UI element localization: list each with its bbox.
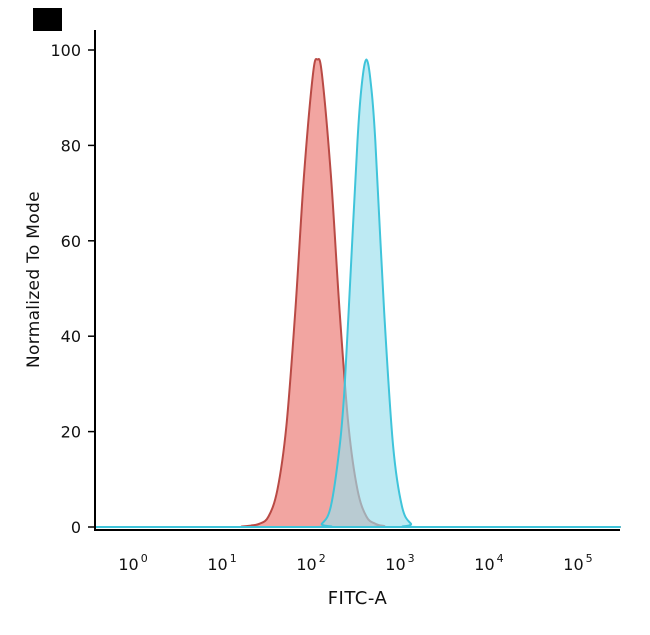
x-tick-label: 10 3	[385, 552, 414, 574]
y-tick-label: 20	[61, 423, 81, 442]
x-tick-label: 10 5	[563, 552, 592, 574]
x-tick-label: 10 0	[118, 552, 147, 574]
y-tick-label: 60	[61, 232, 81, 251]
y-tick-label: 80	[61, 136, 81, 155]
series-area-1	[94, 58, 621, 529]
x-tick-label: 10 2	[296, 552, 325, 574]
y-tick-label: 100	[50, 41, 81, 60]
y-tick-label: 0	[71, 518, 81, 537]
x-tick-label: 10 4	[474, 552, 503, 574]
corner-mark	[33, 8, 62, 31]
x-axis-label: FITC-A	[327, 588, 388, 609]
y-tick-label: 40	[61, 327, 81, 346]
x-tick-label: 10 1	[207, 552, 236, 574]
